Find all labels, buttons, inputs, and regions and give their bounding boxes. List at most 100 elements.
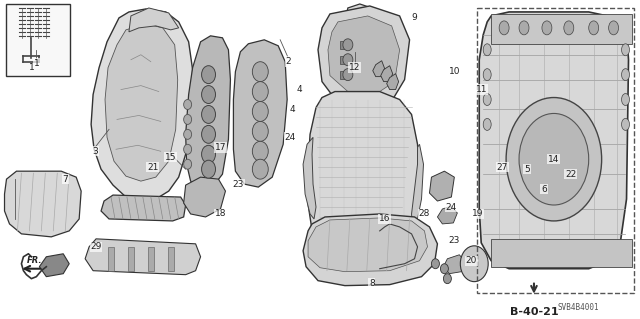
Ellipse shape: [483, 44, 491, 56]
Ellipse shape: [184, 115, 191, 124]
Ellipse shape: [609, 21, 619, 35]
Polygon shape: [186, 36, 230, 189]
Text: 28: 28: [419, 210, 430, 219]
Polygon shape: [308, 92, 420, 277]
Text: 7: 7: [62, 174, 68, 184]
Text: 24: 24: [285, 133, 296, 142]
Polygon shape: [308, 218, 428, 272]
Text: 24: 24: [445, 203, 457, 211]
Text: 1: 1: [33, 59, 39, 68]
Polygon shape: [184, 177, 225, 217]
Text: 23: 23: [233, 180, 244, 189]
Polygon shape: [437, 206, 458, 224]
Polygon shape: [372, 61, 385, 77]
Ellipse shape: [252, 159, 268, 179]
Bar: [491, 14, 632, 44]
Polygon shape: [85, 239, 200, 275]
Ellipse shape: [621, 44, 630, 56]
Text: 2: 2: [285, 57, 291, 66]
Polygon shape: [412, 144, 424, 229]
Text: 16: 16: [379, 214, 390, 223]
Ellipse shape: [519, 114, 589, 205]
Text: 1: 1: [29, 63, 35, 72]
Text: 14: 14: [548, 155, 559, 164]
Polygon shape: [234, 40, 287, 187]
Polygon shape: [39, 254, 69, 277]
Polygon shape: [318, 6, 410, 111]
Ellipse shape: [202, 85, 216, 103]
Text: 4: 4: [296, 85, 302, 94]
Ellipse shape: [252, 122, 268, 141]
Bar: [6, 4, 70, 76]
Text: FR.: FR.: [26, 256, 42, 265]
Polygon shape: [303, 214, 437, 286]
Ellipse shape: [252, 62, 268, 82]
Ellipse shape: [202, 160, 216, 178]
Text: 3: 3: [92, 147, 98, 156]
Bar: [340, 71, 345, 78]
Polygon shape: [479, 12, 628, 269]
Text: 23: 23: [449, 236, 460, 245]
Polygon shape: [387, 74, 399, 90]
Ellipse shape: [202, 66, 216, 84]
Polygon shape: [129, 8, 179, 32]
Text: SVB4B4001: SVB4B4001: [558, 303, 600, 313]
Bar: [340, 41, 345, 49]
Text: 6: 6: [541, 185, 547, 194]
Ellipse shape: [589, 21, 598, 35]
Ellipse shape: [431, 259, 440, 269]
Bar: [128, 247, 134, 271]
Text: 19: 19: [472, 210, 483, 219]
Ellipse shape: [621, 69, 630, 81]
Text: 15: 15: [165, 153, 177, 162]
Text: 11: 11: [476, 85, 487, 94]
Ellipse shape: [483, 69, 491, 81]
Text: 10: 10: [449, 67, 460, 76]
Text: 4: 4: [289, 105, 295, 114]
Ellipse shape: [621, 93, 630, 106]
Text: 9: 9: [412, 13, 417, 22]
Ellipse shape: [343, 39, 353, 51]
Ellipse shape: [184, 159, 191, 169]
Text: 22: 22: [565, 170, 577, 179]
Ellipse shape: [564, 21, 574, 35]
Polygon shape: [105, 24, 178, 181]
Polygon shape: [303, 137, 316, 219]
Polygon shape: [344, 4, 378, 42]
Ellipse shape: [184, 100, 191, 109]
Text: 21: 21: [147, 163, 159, 172]
Text: 18: 18: [215, 210, 226, 219]
Bar: [148, 247, 154, 271]
Ellipse shape: [184, 130, 191, 139]
Polygon shape: [91, 9, 193, 201]
Ellipse shape: [184, 144, 191, 154]
Polygon shape: [101, 195, 186, 221]
Ellipse shape: [621, 118, 630, 130]
Text: 17: 17: [215, 143, 226, 152]
Text: B-40-21: B-40-21: [509, 307, 558, 316]
Ellipse shape: [460, 246, 488, 282]
Ellipse shape: [483, 93, 491, 106]
Polygon shape: [381, 66, 393, 82]
Polygon shape: [4, 171, 81, 237]
Text: 5: 5: [524, 165, 530, 174]
Bar: [477, 8, 634, 293]
Polygon shape: [429, 171, 454, 201]
Ellipse shape: [519, 21, 529, 35]
Text: 27: 27: [497, 163, 508, 172]
Text: 29: 29: [90, 242, 102, 251]
Text: 12: 12: [349, 63, 360, 72]
Ellipse shape: [444, 274, 451, 284]
Text: 8: 8: [369, 279, 374, 288]
Ellipse shape: [202, 145, 216, 163]
Ellipse shape: [252, 101, 268, 122]
Ellipse shape: [343, 69, 353, 81]
Ellipse shape: [440, 264, 449, 274]
Ellipse shape: [202, 125, 216, 143]
Bar: [491, 239, 632, 267]
Ellipse shape: [343, 54, 353, 66]
Bar: [168, 247, 173, 271]
Ellipse shape: [483, 118, 491, 130]
Ellipse shape: [542, 21, 552, 35]
Polygon shape: [444, 255, 465, 274]
